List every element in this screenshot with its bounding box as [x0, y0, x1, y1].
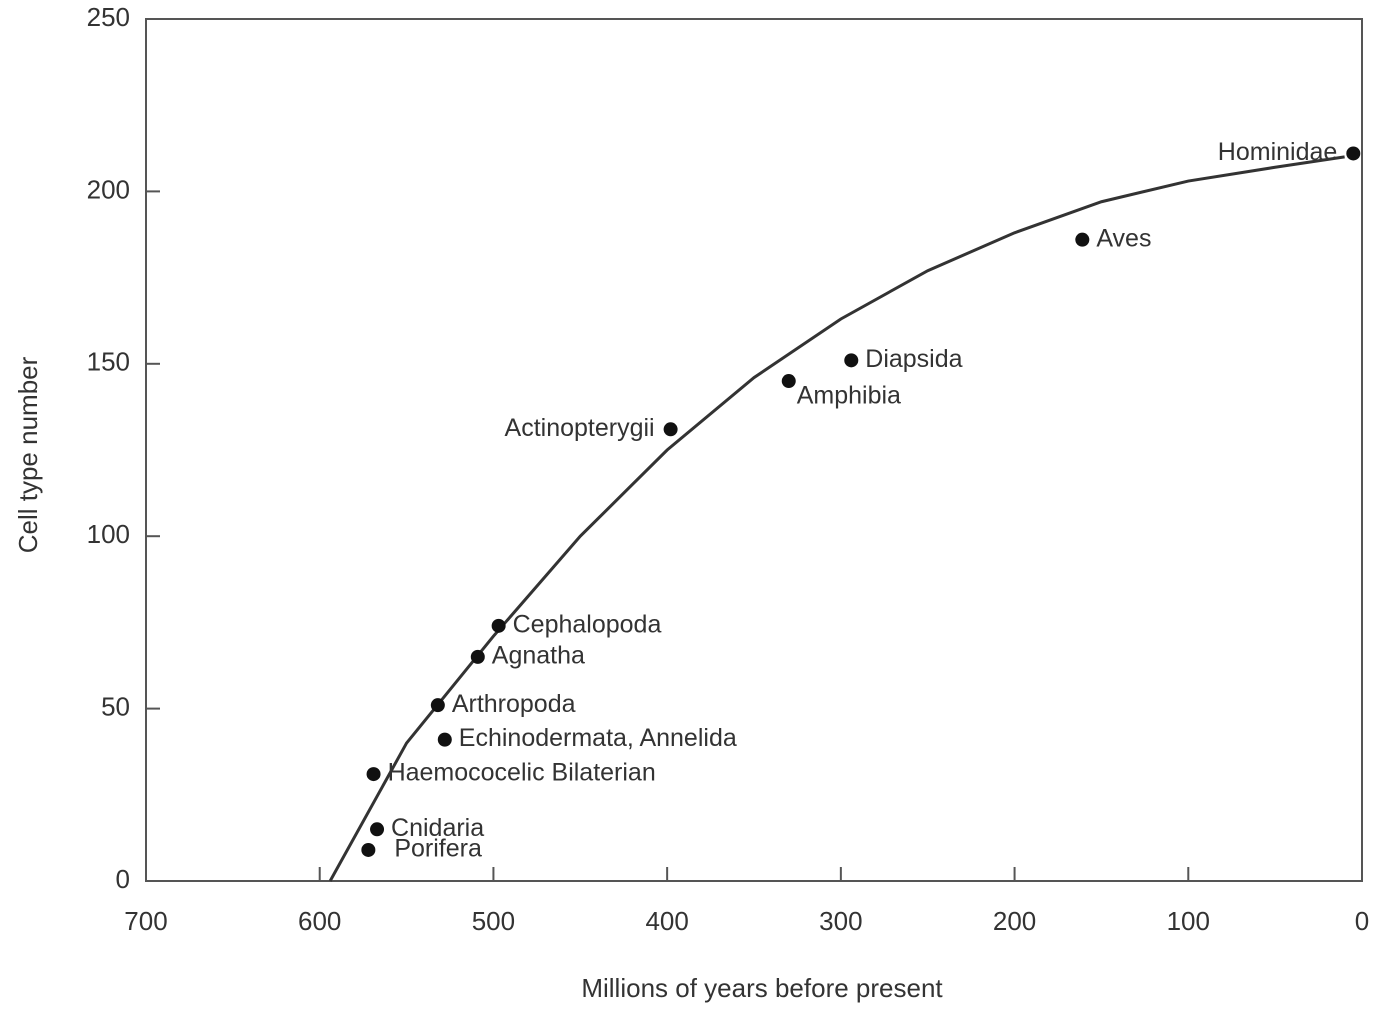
fit-curve — [328, 155, 1345, 882]
x-tick-label: 0 — [1355, 906, 1369, 936]
y-tick-label: 50 — [101, 691, 130, 721]
point-label: Haemococelic Bilaterian — [388, 759, 656, 787]
point-label: Hominidae — [1218, 138, 1338, 166]
data-point — [844, 353, 859, 368]
data-point — [663, 422, 678, 437]
x-tick-label: 300 — [819, 906, 862, 936]
point-label: Actinopterygii — [505, 414, 655, 442]
x-axis-title: Millions of years before present — [581, 973, 943, 1003]
x-tick-label: 100 — [1167, 906, 1210, 936]
point-label: Cephalopoda — [513, 610, 662, 638]
data-point — [366, 767, 381, 782]
x-tick-label: 200 — [993, 906, 1036, 936]
data-point — [437, 732, 452, 747]
point-label: Arthropoda — [452, 690, 576, 718]
point-label: Aves — [1096, 224, 1151, 252]
y-tick-label: 150 — [87, 347, 130, 377]
point-label: Echinodermata, Annelida — [459, 724, 737, 752]
y-tick-label: 0 — [116, 864, 130, 894]
y-tick-label: 100 — [87, 519, 130, 549]
point-label: Amphibia — [797, 382, 901, 410]
point-label: Porifera — [394, 835, 482, 863]
data-point — [470, 649, 485, 664]
x-tick-label: 400 — [645, 906, 688, 936]
y-tick-label: 200 — [87, 174, 130, 204]
x-tick-label: 700 — [124, 906, 167, 936]
point-label: Cnidaria — [391, 814, 484, 842]
data-point — [1075, 232, 1090, 247]
point-label: Diapsida — [865, 345, 962, 373]
data-point — [491, 618, 506, 633]
x-tick-label: 500 — [472, 906, 515, 936]
data-point — [781, 374, 796, 389]
y-tick-label: 250 — [87, 2, 130, 32]
plot-frame — [145, 18, 1363, 882]
data-point — [361, 842, 376, 857]
data-point — [430, 698, 445, 713]
data-point — [1346, 146, 1361, 161]
point-label: Agnatha — [492, 641, 585, 669]
x-tick-label: 600 — [298, 906, 341, 936]
data-point — [370, 822, 385, 837]
y-axis-title: Cell type number — [13, 356, 43, 553]
